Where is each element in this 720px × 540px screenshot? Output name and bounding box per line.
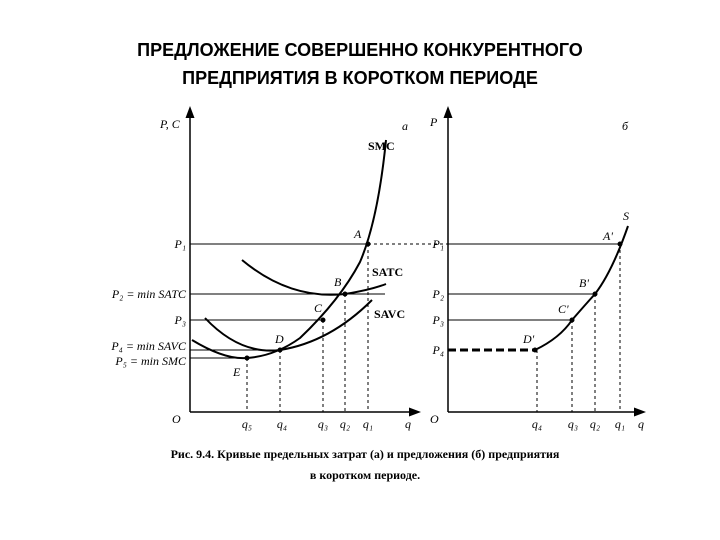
y-label: P₁: [431, 237, 444, 251]
title-line: ПРЕДЛОЖЕНИЕ СОВЕРШЕННО КОНКУРЕНТНОГО: [137, 40, 583, 60]
point-label: C': [558, 302, 569, 316]
x-axis-label: q: [405, 417, 411, 431]
origin: O: [172, 412, 181, 426]
point-label: B': [579, 276, 589, 290]
panel-label: б: [622, 119, 629, 133]
x-label: q₃: [318, 417, 328, 431]
y-label: P₃: [431, 313, 444, 327]
x-label: q₃: [568, 417, 578, 431]
x-label: q₂: [340, 417, 350, 431]
y-label: P₄ = min SAVC: [110, 339, 187, 353]
point-label: B: [334, 275, 342, 289]
panel-label: а: [402, 119, 408, 133]
y-label: P₂ = min SATC: [111, 287, 187, 301]
point-label: E: [232, 365, 241, 379]
title-line: ПРЕДПРИЯТИЯ В КОРОТКОМ ПЕРИОДЕ: [182, 68, 538, 88]
curve-label: SAVC: [374, 307, 405, 321]
y-label: P₄: [431, 343, 444, 357]
point-label: A: [353, 227, 362, 241]
y-axis-label: P: [429, 115, 438, 129]
point-label: D: [274, 332, 284, 346]
origin: O: [430, 412, 439, 426]
x-label: q₁: [363, 417, 373, 431]
point-label: D': [522, 332, 535, 346]
x-label: q₄: [277, 417, 287, 431]
curve-label: S: [623, 209, 629, 223]
curve-label: SATC: [372, 265, 403, 279]
y-axis-label: P, C: [159, 117, 181, 131]
caption-line: в коротком периоде.: [310, 468, 420, 482]
y-label: P₁: [173, 237, 186, 251]
panel-a: P, C а O q P₁ P₂ = min SATC P₃ P₄ = min …: [110, 106, 448, 431]
y-label: P₂: [431, 287, 444, 301]
x-label: q₁: [615, 417, 625, 431]
y-label: P₅ = min SMC: [114, 354, 187, 368]
x-label: q₅: [242, 417, 252, 431]
point-label: C: [314, 301, 323, 315]
caption-line: Рис. 9.4. Кривые предельных затрат (а) и…: [171, 447, 560, 461]
panel-b: P б O q P₁ P₂ P₃ P₄ q₄ q₃ q₂ q₁ S A' B' …: [429, 106, 646, 431]
point-label: A': [602, 229, 613, 243]
y-label: P₃: [173, 313, 186, 327]
curve-label: SMC: [368, 139, 395, 153]
x-axis-label: q: [638, 417, 644, 431]
x-label: q₄: [532, 417, 542, 431]
x-label: q₂: [590, 417, 600, 431]
